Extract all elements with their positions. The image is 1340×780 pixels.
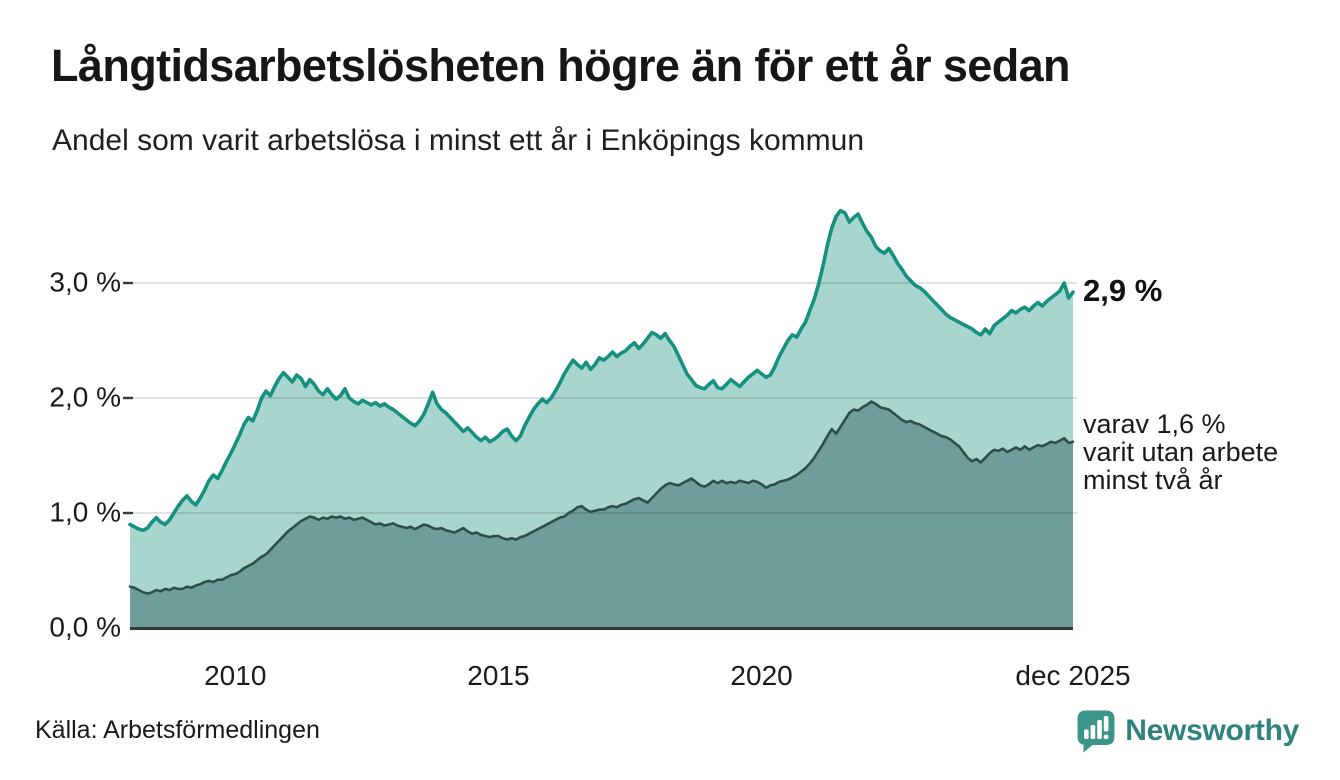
page-title: Långtidsarbetslösheten högre än för ett … (51, 40, 1071, 91)
source-note: Källa: Arbetsförmedlingen (35, 716, 320, 744)
y-axis-label: 3,0 % (49, 266, 121, 298)
newsworthy-logo: Newsworthy (1075, 709, 1299, 753)
newsworthy-wordmark: Newsworthy (1125, 714, 1299, 747)
y-axis-label: 0,0 % (49, 611, 121, 643)
y-axis-label: 2,0 % (49, 381, 121, 413)
x-axis-label: 2015 (467, 660, 530, 691)
annotation-subseries-note: varav 1,6 % varit utan arbete minst två … (1083, 409, 1279, 495)
x-axis-label: 2020 (730, 660, 793, 691)
x-axis-label: 2010 (204, 660, 267, 691)
x-axis-label: dec 2025 (1015, 660, 1131, 691)
annotation-latest-total: 2,9 % (1083, 273, 1163, 308)
newsworthy-bubble-chart-icon (1077, 710, 1115, 753)
line-min-two-years (128, 400, 1075, 595)
y-axis-label: 1,0 % (49, 496, 121, 528)
area-min-two-years (130, 401, 1073, 628)
chart-subtitle: Andel som varit arbetslösa i minst ett å… (52, 124, 865, 157)
line-min-one-year (128, 208, 1075, 533)
